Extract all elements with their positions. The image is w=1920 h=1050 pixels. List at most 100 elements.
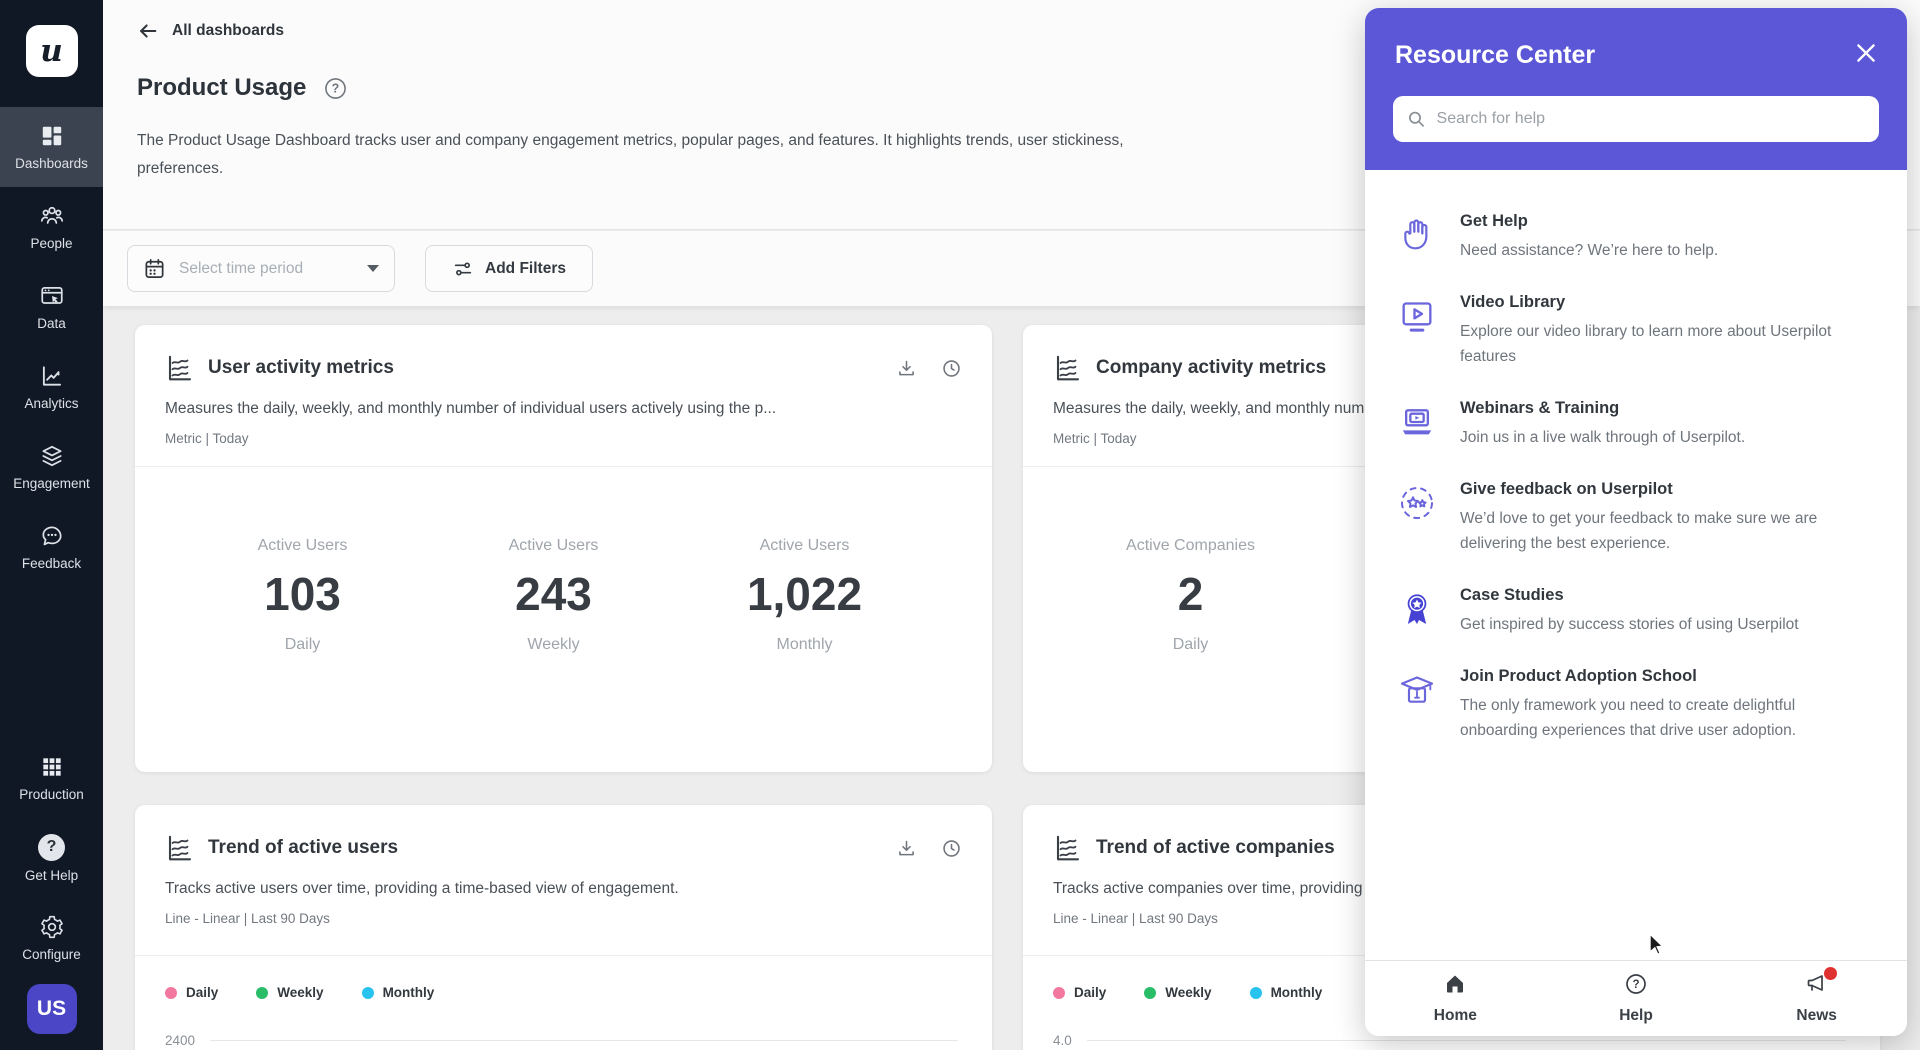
page-title: Product Usage [137,74,307,101]
search-icon [1408,111,1424,127]
rc-item-title: Video Library [1460,293,1566,311]
card-user-activity-metrics: User activity metrics Measures the daily… [135,325,992,772]
help-icon: ? [1626,974,1646,994]
rc-item-title: Case Studies [1460,586,1564,604]
configure-gear-icon [40,915,63,939]
card-meta: Line - Linear | Last 90 Days [1053,911,1218,926]
gridline [1086,1040,1846,1041]
rc-item-description: The only framework you need to create de… [1460,697,1797,739]
legend-monthly[interactable]: Monthly [361,985,434,1000]
rc-item-give-feedback[interactable]: Give feedback on Userpilot We’d love to … [1395,480,1877,556]
legend-dot-weekly [1144,986,1157,999]
legend-daily[interactable]: Daily [165,985,218,1000]
card-trend-active-users: Trend of active users Tracks active user… [135,805,992,1050]
sidebar-item-get-help[interactable]: ? Get Help [0,818,103,898]
dashboards-grid-icon [42,126,61,146]
chevron-down-icon [367,265,379,272]
rc-item-description: Need assistance? We’re here to help. [1460,242,1719,259]
rc-item-description: Get inspired by success stories of using… [1460,616,1799,633]
resource-center-search[interactable] [1393,96,1879,142]
webinar-laptop-icon [1402,409,1432,435]
resource-center-footer: Home ? Help News [1365,960,1907,1036]
sidebar-item-label: Feedback [21,556,82,571]
download-icon[interactable] [896,838,917,859]
card-title: Trend of active companies [1096,837,1335,858]
card-description: Tracks active users over time, providing… [165,880,679,897]
award-ribbon-icon [1407,594,1427,624]
svg-text:?: ? [332,81,340,95]
sidebar-item-label: Dashboards [15,156,88,171]
rc-tab-news[interactable]: News [1726,961,1907,1036]
home-icon [1447,975,1464,993]
card-title: Company activity metrics [1096,357,1327,378]
rc-item-webinars-training[interactable]: Webinars & Training Join us in a live wa… [1395,399,1877,450]
engagement-layers-icon [41,445,62,467]
rc-item-title: Join Product Adoption School [1460,667,1697,685]
sidebar-item-people[interactable]: People [0,187,103,267]
rc-item-title: Give feedback on Userpilot [1460,480,1673,498]
add-filters-button[interactable]: Add Filters [425,245,593,292]
download-icon[interactable] [896,358,917,379]
sidebar-item-analytics[interactable]: Analytics [0,347,103,427]
rc-item-video-library[interactable]: Video Library Explore our video library … [1395,293,1877,369]
sidebar-item-production[interactable]: Production [0,738,103,818]
clock-icon[interactable] [941,838,962,859]
card-description: Measures the daily, weekly, and monthly … [165,400,777,417]
userpilot-logo[interactable]: u [25,25,78,77]
workspace-badge[interactable]: US [26,984,77,1034]
legend-daily[interactable]: Daily [1053,985,1106,1000]
legend-weekly[interactable]: Weekly [256,985,324,1000]
sidebar-item-label: Data [37,316,66,331]
sidebar-item-engagement[interactable]: Engagement [0,427,103,507]
chart-card-icon [1056,355,1080,381]
rc-tab-help[interactable]: ? Help [1546,961,1727,1036]
legend-weekly[interactable]: Weekly [1144,985,1212,1000]
filters-icon [454,261,472,276]
legend-dot-daily [1053,986,1065,999]
stat-active-users-daily: Active Users 103 Daily [257,537,348,653]
sidebar-item-feedback[interactable]: Feedback [0,507,103,587]
legend-dot-weekly [256,986,269,999]
rc-item-case-studies[interactable]: Case Studies Get inspired by success sto… [1395,586,1877,637]
close-icon[interactable] [1853,40,1879,66]
chart-legend: Daily Weekly Monthly [165,985,434,1000]
news-megaphone-icon [1807,975,1823,991]
rc-tab-label: News [1796,1007,1837,1024]
sidebar-item-data[interactable]: Data [0,267,103,347]
feedback-stars-icon [1401,487,1433,519]
sidebar-item-configure[interactable]: Configure [0,898,103,978]
card-meta: Line - Linear | Last 90 Days [165,911,330,926]
page-description: The Product Usage Dashboard tracks user … [137,132,1124,177]
news-unread-badge [1823,967,1837,980]
card-description: Measures the daily, weekly, and monthly … [1053,400,1417,417]
card-title: Trend of active users [208,837,399,858]
back-arrow-icon [140,24,157,38]
rc-tab-label: Home [1433,1007,1477,1024]
back-label: All dashboards [172,22,284,39]
chart-card-icon [168,355,192,381]
rc-item-product-adoption-school[interactable]: Join Product Adoption School The only fr… [1395,667,1877,743]
people-icon [40,206,63,224]
resource-center-panel: Resource Center Get Help Need as [1365,8,1907,1036]
rc-item-get-help[interactable]: Get Help Need assistance? We’re here to … [1395,212,1877,263]
data-browser-icon [40,287,63,304]
analytics-chart-icon [42,366,61,386]
sidebar-item-label: People [30,236,73,251]
graduation-cap-icon [1400,676,1434,703]
stat-active-companies-daily: Active Companies 2 Daily [1126,537,1255,653]
card-meta: Metric | Today [165,431,249,446]
sidebar-item-dashboards[interactable]: Dashboards [0,107,103,187]
help-circle-icon[interactable]: ? [323,76,348,101]
search-input[interactable] [1436,110,1866,128]
time-period-select[interactable]: Select time period [127,245,395,292]
sidebar-item-label: Engagement [13,476,90,491]
rc-tab-home[interactable]: Home [1365,961,1546,1036]
chart-card-icon [1056,835,1080,861]
back-to-dashboards[interactable]: All dashboards [137,20,284,42]
legend-monthly[interactable]: Monthly [1249,985,1322,1000]
helping-hand-icon [1404,219,1428,250]
y-axis-top-tick: 4.0 [1053,1033,1846,1048]
resource-center-header: Resource Center [1365,8,1907,170]
rc-tab-label: Help [1619,1007,1653,1024]
clock-icon[interactable] [941,358,962,379]
